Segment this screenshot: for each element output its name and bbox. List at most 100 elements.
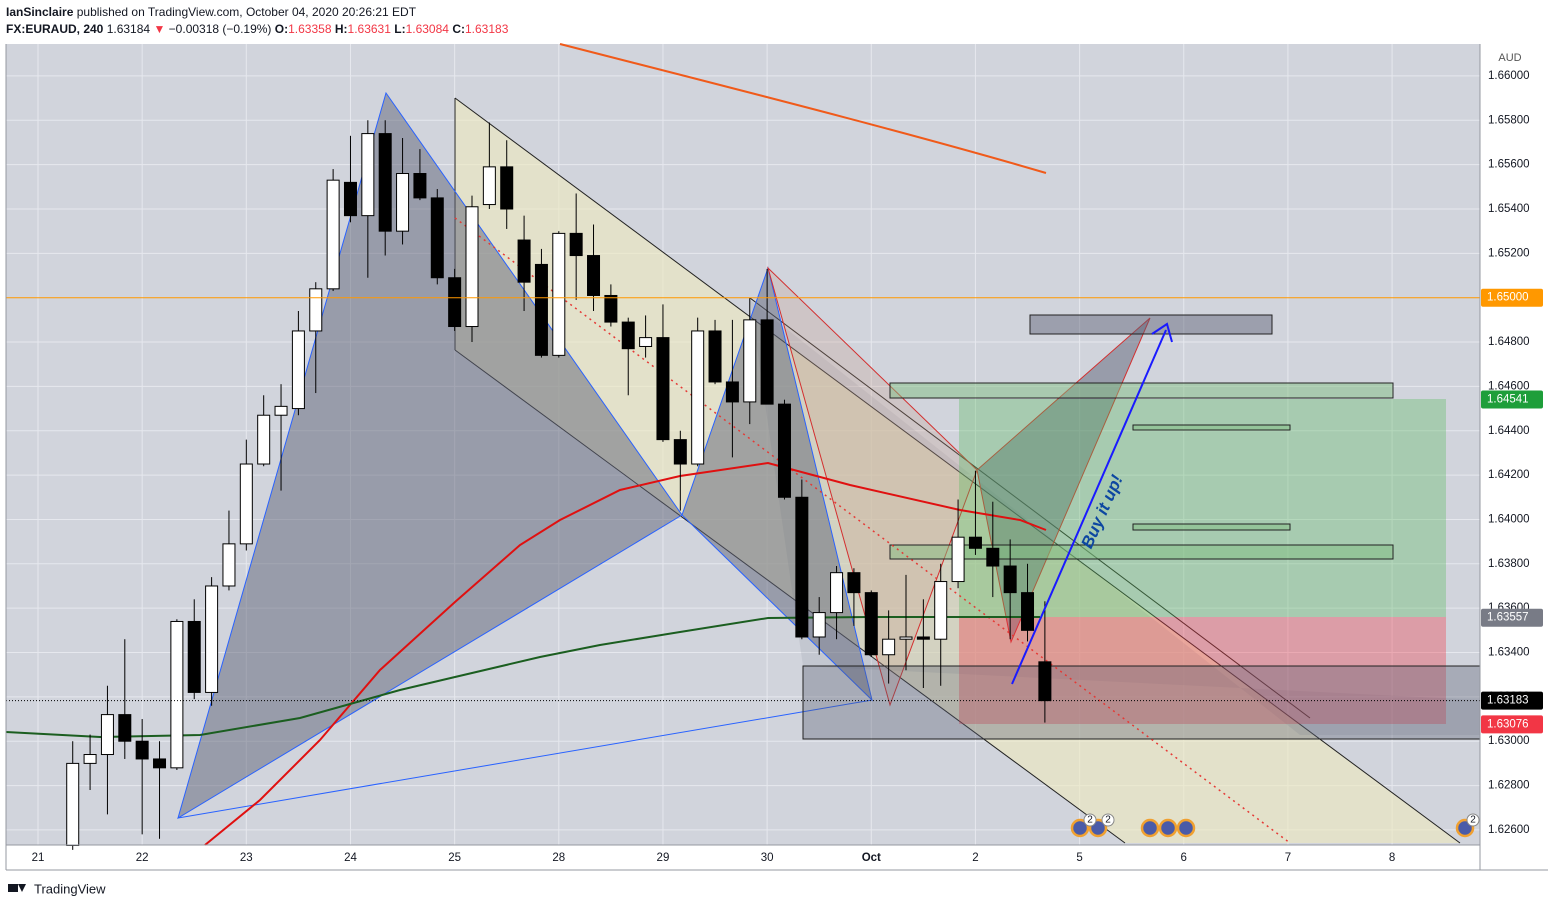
y-tick-label: 1.63800 <box>1488 558 1530 570</box>
y-tick-label: 1.64400 <box>1488 425 1530 437</box>
o: 1.63358 <box>288 22 332 36</box>
candle-body <box>396 173 410 232</box>
candle-body <box>83 754 97 764</box>
logo-mark <box>8 884 18 892</box>
target-zone <box>959 399 1446 617</box>
x-tick-label: 24 <box>344 852 357 864</box>
x-tick-label: 7 <box>1285 852 1291 864</box>
logo-mark <box>18 884 26 892</box>
pattern-bcd <box>681 266 873 702</box>
price-label: 1.63557 <box>1487 612 1529 624</box>
candle-body <box>465 206 479 328</box>
candle-body <box>725 381 739 403</box>
candle-body <box>66 762 80 846</box>
x-tick-label: 30 <box>761 852 774 864</box>
x-tick-label: 2 <box>972 852 978 864</box>
y-tick-label: 1.65400 <box>1488 203 1530 215</box>
x-tick-label: 22 <box>136 852 149 864</box>
event-badge <box>1083 813 1097 827</box>
candle-body <box>343 181 357 217</box>
candle-body <box>621 321 635 350</box>
x-tick-label: 28 <box>552 852 565 864</box>
candle-body <box>239 463 253 545</box>
candle-body <box>968 536 982 549</box>
candle-body <box>274 405 288 416</box>
x-tick-label: 6 <box>1181 852 1187 864</box>
l: 1.63084 <box>405 22 449 36</box>
candle-body <box>100 714 114 756</box>
price-label-box <box>1481 715 1543 734</box>
y-tick-label: 1.64800 <box>1488 336 1530 348</box>
event-badge <box>1466 813 1480 827</box>
zone <box>889 382 1394 399</box>
l-label: L: <box>394 22 406 36</box>
candle-body <box>882 638 896 656</box>
candle-body <box>413 173 427 199</box>
price-label-box <box>1481 691 1543 710</box>
event-badge-count: 2 <box>1105 815 1111 826</box>
price-label-box <box>1481 390 1543 409</box>
arrow-line <box>1011 329 1167 685</box>
axis-labels: 1.626001.628001.630001.632001.634001.636… <box>32 70 1543 864</box>
x-tick-label: 25 <box>448 852 461 864</box>
arrow-head <box>1151 322 1173 343</box>
x-tick-label: 23 <box>240 852 253 864</box>
candle-body <box>309 288 323 332</box>
event-icon <box>1158 818 1178 838</box>
y-tick-label: 1.65800 <box>1488 114 1530 126</box>
candle-body <box>604 294 618 323</box>
y-tick-label: 1.64000 <box>1488 513 1530 525</box>
y-tick-label: 1.66000 <box>1488 70 1530 82</box>
event-badge-count: 2 <box>1087 815 1093 826</box>
last: 1.63184 <box>106 22 151 36</box>
candle-body <box>517 239 531 283</box>
header: IanSinclaire published on TradingView.co… <box>6 4 508 38</box>
channel2-fill <box>750 300 1480 735</box>
ma-200 <box>559 43 1047 174</box>
candle-body <box>847 572 861 594</box>
candle-body <box>587 255 601 296</box>
price-label: 1.64541 <box>1487 394 1529 406</box>
price-label: 1.63076 <box>1487 718 1529 730</box>
o-label: O: <box>274 22 289 36</box>
candle-body <box>291 330 305 410</box>
c-label: C: <box>452 22 465 36</box>
candle-body <box>743 319 757 403</box>
zone <box>802 665 1481 740</box>
candles: 2 2 2 <box>6 120 1480 850</box>
y-tick-label: 1.65200 <box>1488 247 1530 259</box>
change: −0.00318 (−0.19%) <box>168 22 272 36</box>
channel-line <box>454 97 1461 844</box>
x-tick-label: 8 <box>1389 852 1395 864</box>
candle-body <box>916 636 930 640</box>
candle-body <box>378 133 392 232</box>
drawings <box>5 43 1481 846</box>
candle-body <box>673 439 687 465</box>
candle-body <box>760 319 774 405</box>
candle-body <box>534 263 548 356</box>
candle-body <box>153 758 167 769</box>
event-icon <box>1176 818 1196 838</box>
publish-line: IanSinclaire published on TradingView.co… <box>6 4 508 21</box>
candle-body <box>187 620 201 693</box>
zone <box>889 544 1394 560</box>
brand: TradingView <box>34 881 106 896</box>
candle-body <box>448 277 462 328</box>
candle-body <box>812 612 826 638</box>
candle-body <box>899 636 913 640</box>
zone <box>1132 523 1291 531</box>
price-label: 1.63183 <box>1487 695 1529 707</box>
zone <box>1132 424 1291 431</box>
x-tick-label: 21 <box>32 852 45 864</box>
y-axis-label: AUD <box>1498 52 1521 64</box>
c: 1.63183 <box>464 22 509 36</box>
price-label: 1.65000 <box>1487 292 1529 304</box>
candle-body <box>135 740 149 760</box>
y-tick-label: 1.62600 <box>1488 824 1530 836</box>
publisher: IanSinclaire <box>6 5 74 19</box>
y-tick-label: 1.63400 <box>1488 647 1530 659</box>
event-badge <box>1101 813 1115 827</box>
published: published on TradingView.com, October 04… <box>76 5 417 19</box>
